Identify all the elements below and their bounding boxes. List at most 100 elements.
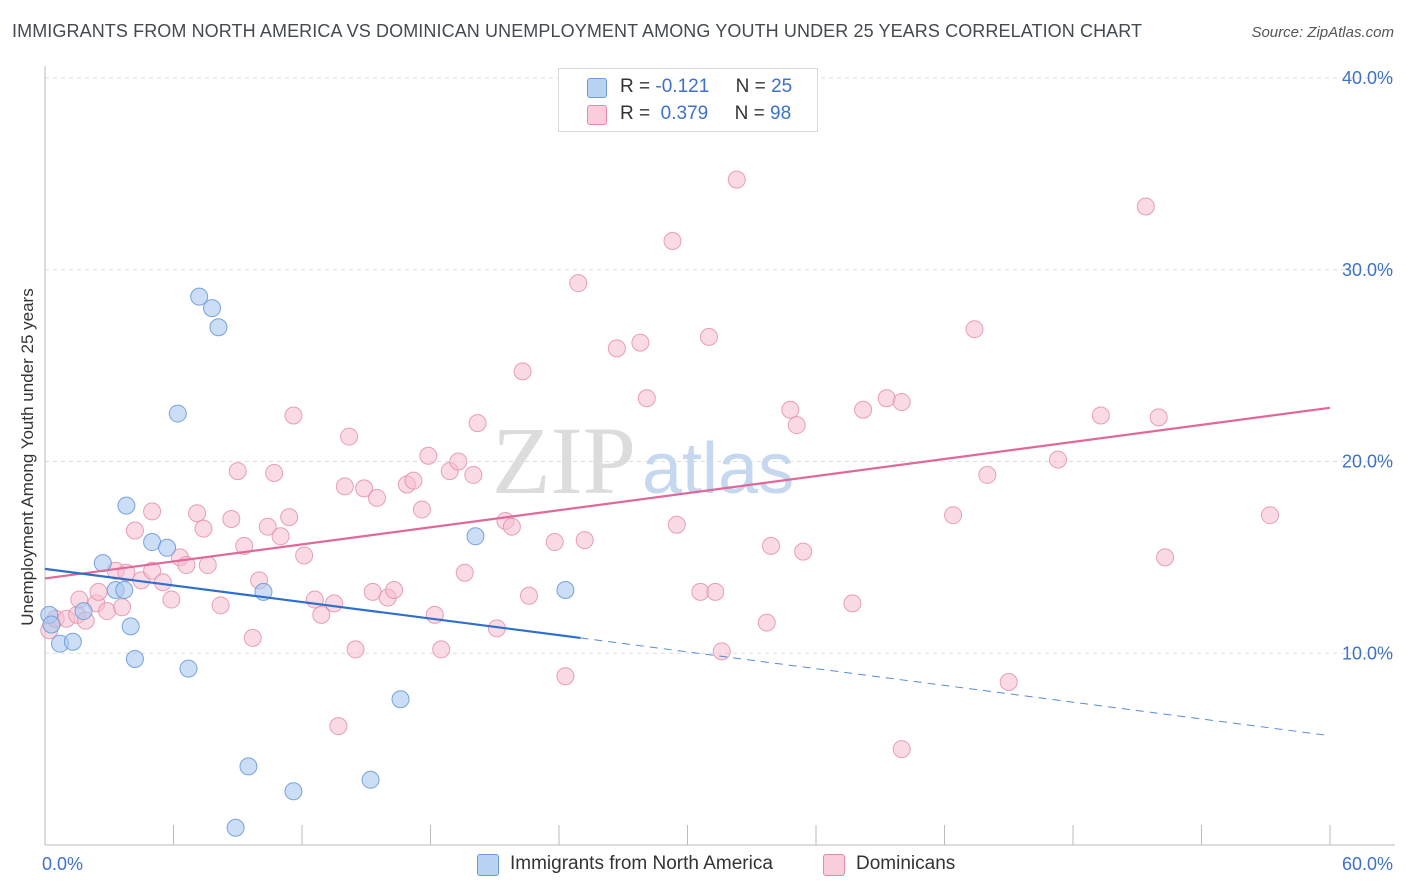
data-point-dominicans	[854, 400, 873, 419]
data-point-dominicans	[892, 393, 911, 412]
data-point-dominicans	[706, 582, 725, 601]
data-point-immigrants	[125, 650, 144, 669]
y-tick-label: 10.0%	[1342, 643, 1393, 663]
data-point-dominicans	[727, 170, 746, 189]
data-point-dominicans	[143, 502, 162, 521]
data-point-dominicans	[284, 406, 303, 425]
data-point-immigrants	[361, 770, 380, 789]
legend-swatch-blue	[587, 78, 607, 98]
data-point-dominicans	[667, 515, 686, 534]
data-point-dominicans	[367, 488, 386, 507]
data-point-dominicans	[545, 533, 564, 552]
data-point-dominicans	[757, 613, 776, 632]
data-point-immigrants	[466, 527, 485, 546]
data-point-dominicans	[98, 602, 117, 621]
data-point-dominicans	[843, 594, 862, 613]
data-point-immigrants	[284, 782, 303, 801]
data-point-dominicans	[1136, 197, 1155, 216]
data-point-dominicans	[329, 717, 348, 736]
data-point-immigrants	[179, 659, 198, 678]
data-point-dominicans	[464, 465, 483, 484]
data-point-dominicans	[663, 231, 682, 250]
data-point-dominicans	[520, 586, 539, 605]
trend-lines	[44, 406, 1331, 737]
source-label: Source: ZipAtlas.com	[1251, 24, 1394, 41]
data-point-dominicans	[325, 594, 344, 613]
trend-line-immigrants	[44, 567, 581, 640]
data-point-immigrants	[556, 580, 575, 599]
data-point-dominicans	[1261, 506, 1280, 525]
legend-swatch-pink	[587, 105, 607, 125]
data-point-dominicans	[271, 527, 290, 546]
data-point-immigrants	[63, 632, 82, 651]
data-point-dominicans	[556, 667, 575, 686]
data-point-dominicans	[258, 517, 277, 536]
x-tick-label: 0.0%	[42, 854, 83, 874]
data-point-immigrants	[209, 318, 228, 337]
y-tick-label: 20.0%	[1342, 452, 1393, 472]
data-point-dominicans	[222, 510, 241, 529]
data-point-dominicans	[340, 427, 359, 446]
data-point-dominicans	[125, 521, 144, 540]
data-point-dominicans	[312, 605, 331, 624]
data-point-dominicans	[468, 414, 487, 433]
data-point-dominicans	[355, 479, 374, 498]
bottom-legend-label-immigrants: Immigrants from North America	[510, 853, 773, 874]
data-point-immigrants	[391, 690, 410, 709]
data-point-immigrants	[121, 617, 140, 636]
data-point-immigrants	[168, 404, 187, 423]
data-point-dominicans	[699, 327, 718, 346]
legend-n-label: N =	[735, 76, 766, 97]
legend-r-label: R =	[620, 76, 651, 97]
data-point-dominicans	[419, 446, 438, 465]
y-tick-label: 30.0%	[1342, 260, 1393, 280]
data-point-dominicans	[363, 582, 382, 601]
data-point-immigrants	[158, 538, 177, 557]
data-point-dominicans	[280, 508, 299, 527]
data-point-dominicans	[781, 400, 800, 419]
y-axis-label: Unemployment Among Youth under 25 years	[18, 288, 37, 625]
tick-labels: 10.0% 20.0% 30.0% 40.0% 0.0% 60.0%	[42, 68, 1393, 874]
data-point-immigrants	[117, 496, 136, 515]
data-point-dominicans	[691, 582, 710, 601]
data-point-immigrants	[239, 757, 258, 776]
data-point-dominicans	[113, 598, 132, 617]
data-point-dominicans	[449, 452, 468, 471]
data-point-dominicans	[607, 339, 626, 358]
legend-n-value-dominicans: 98	[770, 103, 792, 124]
data-point-immigrants	[42, 615, 61, 634]
x-tick-label: 60.0%	[1342, 854, 1393, 874]
data-point-dominicans	[502, 517, 521, 536]
data-point-dominicans	[243, 628, 262, 647]
trend-line-dominicans	[44, 406, 1331, 580]
data-point-dominicans	[1091, 406, 1110, 425]
data-point-dominicans	[235, 536, 254, 555]
data-point-dominicans	[999, 673, 1018, 692]
data-point-dominicans	[265, 464, 284, 483]
data-point-dominicans	[1156, 548, 1175, 567]
legend-r-value-dominicans: 0.379	[660, 103, 709, 124]
data-point-dominicans	[575, 531, 594, 550]
data-point-dominicans	[978, 465, 997, 484]
data-point-dominicans	[385, 580, 404, 599]
data-point-immigrants	[143, 533, 162, 552]
data-point-dominicans	[631, 333, 650, 352]
data-point-dominicans	[143, 561, 162, 580]
data-point-immigrants	[74, 602, 93, 621]
axes	[44, 66, 1395, 846]
data-point-dominicans	[513, 362, 532, 381]
data-point-dominicans	[412, 500, 431, 519]
watermark: ZIP atlas	[492, 407, 794, 514]
data-point-dominicans	[944, 506, 963, 525]
data-point-immigrants	[203, 299, 222, 318]
gridlines	[45, 77, 1395, 654]
legend-r-value-immigrants: -0.121	[655, 76, 710, 97]
data-point-dominicans	[455, 563, 474, 582]
data-point-dominicans	[89, 582, 108, 601]
data-point-dominicans	[1149, 408, 1168, 427]
bottom-legend-swatch-pink	[823, 854, 845, 876]
data-point-dominicans	[762, 536, 781, 555]
data-point-dominicans	[637, 389, 656, 408]
data-point-dominicans	[892, 740, 911, 759]
